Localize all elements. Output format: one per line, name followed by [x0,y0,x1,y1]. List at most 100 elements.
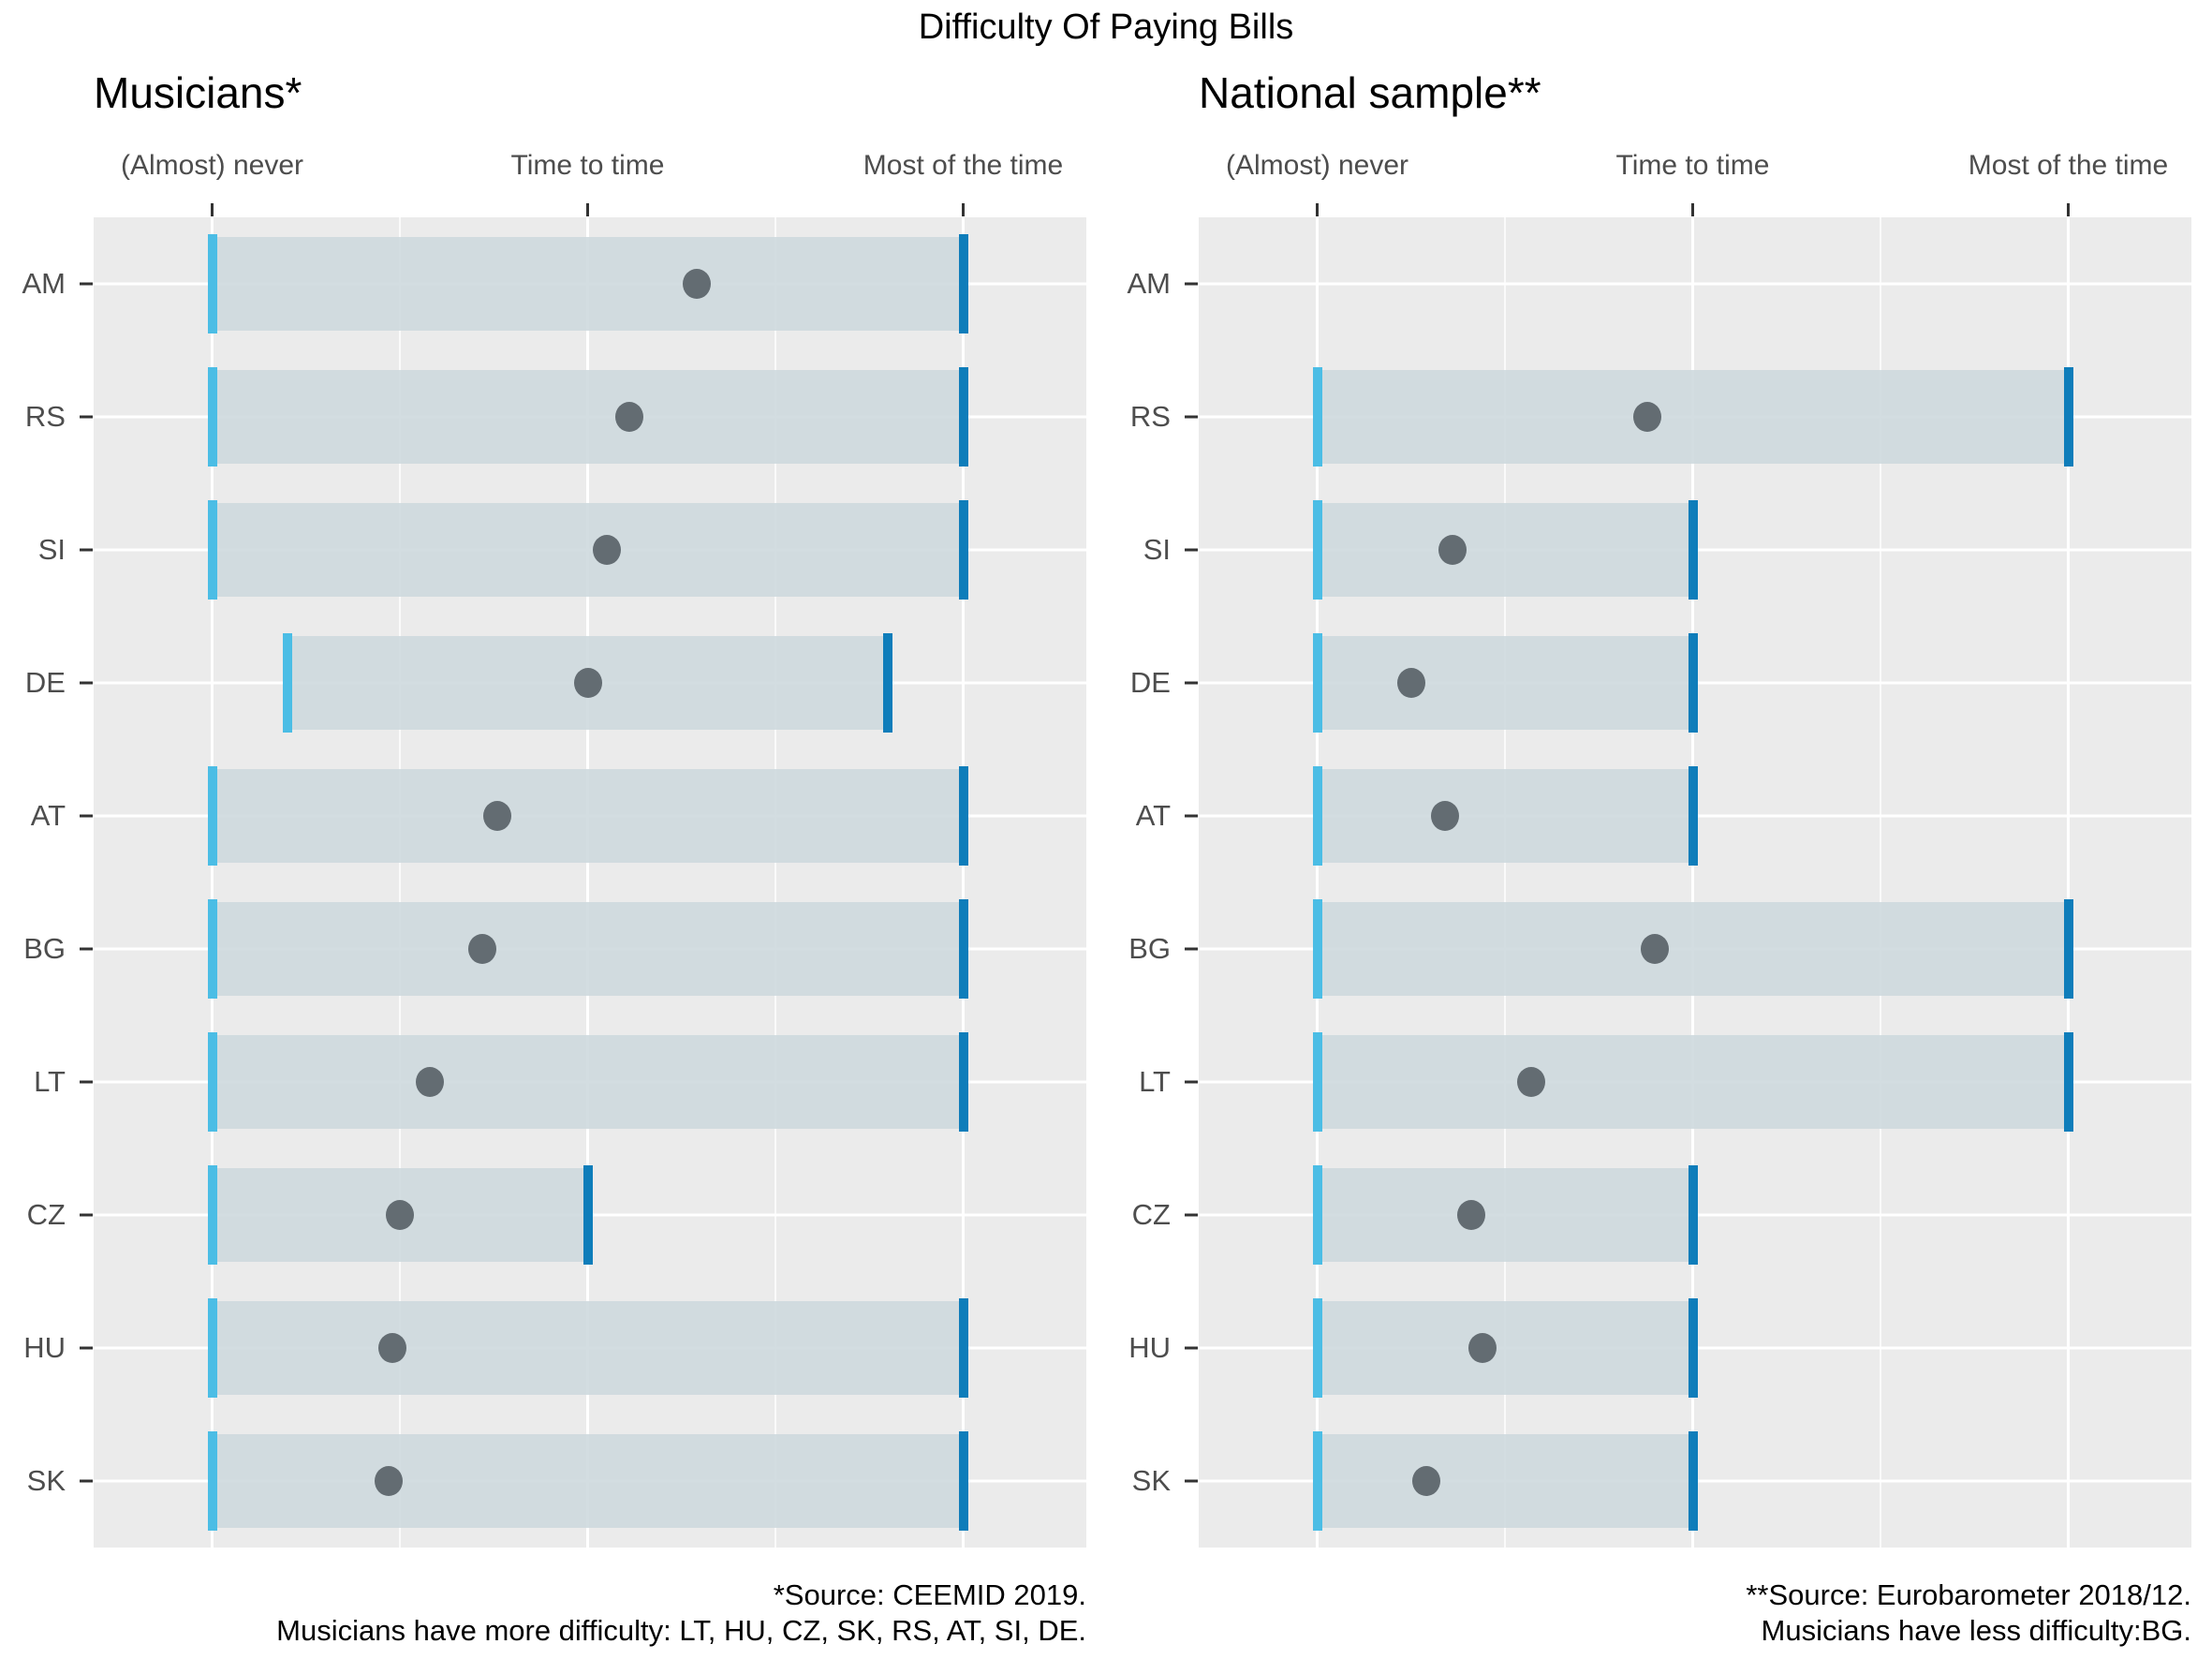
vertical-gridline-major [1691,217,1694,1548]
range-band-AM [212,237,964,331]
y-axis-label-AT: AT [30,799,66,832]
y-axis-tick [80,415,93,419]
y-axis-tick [1185,681,1198,685]
range-end-tick-CZ [582,1165,593,1265]
y-axis-tick [80,814,93,818]
y-axis-label-BG: BG [23,932,66,965]
range-band-AT [1317,769,1693,863]
range-band-HU [212,1301,964,1395]
range-band-DE [1317,636,1693,730]
range-start-tick-SI [207,500,217,600]
mean-dot-AT [483,801,512,831]
range-band-SI [212,503,964,597]
y-axis-tick [80,1213,93,1217]
y-axis-tick [1185,947,1198,951]
musicians-plot-area: (Almost) never Time to time Most of the ti… [22,150,1086,1548]
mean-dot-DE [1396,668,1425,698]
x-axis-label: (Almost) never [1225,150,1409,181]
range-band-LT [1317,1035,2069,1129]
range-start-tick-AT [1312,766,1322,866]
range-end-tick-AT [1688,766,1698,866]
y-axis-tick [80,1080,93,1084]
x-axis-tick [1691,203,1694,216]
national-sample-note-line: Musicians have less difficulty:BG. [1761,1614,2191,1647]
musicians-source-line: *Source: CEEMID 2019. [773,1578,1086,1611]
national-sample-plot-area: (Almost) never Time to time Most of the ti… [1128,150,2191,1548]
mean-dot-DE [573,668,602,698]
y-axis-tick [1185,415,1198,419]
mean-dot-CZ [386,1200,414,1230]
range-end-tick-AT [958,766,968,866]
horizontal-gridline [1199,282,2191,286]
range-start-tick-BG [207,899,217,999]
y-axis-label-AM: AM [1127,267,1172,300]
range-end-tick-CZ [1688,1165,1698,1265]
x-axis-label: Most of the time [863,150,1064,181]
national-sample-source-line: **Source: Eurobarometer 2018/12. [1746,1578,2191,1611]
y-axis-tick [80,681,93,685]
range-start-tick-LT [207,1032,217,1132]
y-axis-tick [1185,548,1198,552]
range-end-tick-RS [958,367,968,467]
musicians-note-line: Musicians have more difficulty: LT, HU, … [276,1614,1086,1647]
range-band-SI [1317,503,1693,597]
chart-title: Difficulty Of Paying Bills [918,7,1294,47]
musicians-footnote: *Source: CEEMID 2019. Musicians have mor… [94,1578,1086,1649]
national-sample-footnote: **Source: Eurobarometer 2018/12. Musicia… [1199,1578,2191,1649]
range-start-tick-AT [207,766,217,866]
panel-title-musicians: Musicians* [94,68,302,117]
mean-dot-LT [416,1067,445,1097]
range-start-tick-RS [207,367,217,467]
y-axis-label-HU: HU [23,1331,66,1364]
y-axis-label-LT: LT [1139,1065,1171,1098]
x-axis-label: Time to time [510,150,665,181]
y-axis-tick [1185,1479,1198,1483]
y-axis-label-DE: DE [1129,666,1171,699]
range-end-tick-SK [1688,1431,1698,1531]
y-axis-tick [1185,1080,1198,1084]
range-band-CZ [1317,1168,1693,1262]
range-start-tick-DE [282,633,292,733]
range-start-tick-BG [1312,899,1322,999]
y-axis-tick [80,282,93,286]
mean-dot-CZ [1456,1200,1485,1230]
x-axis-tick [2067,203,2070,216]
range-end-tick-LT [2063,1032,2073,1132]
vertical-gridline-major [586,217,589,1548]
mean-dot-BG [1641,934,1670,964]
range-end-tick-SI [1688,500,1698,600]
range-start-tick-HU [207,1298,217,1398]
x-axis-tick [962,203,965,216]
y-axis-tick [80,548,93,552]
y-axis-label-SK: SK [26,1464,66,1497]
y-axis-label-RS: RS [1129,400,1171,433]
mean-dot-AM [682,269,711,299]
mean-dot-HU [1467,1333,1497,1363]
mean-dot-RS [1633,402,1662,432]
vertical-gridline-major [211,217,214,1548]
vertical-gridline-minor [399,217,401,1548]
mean-dot-SK [374,1466,403,1496]
y-axis-tick [1185,1213,1198,1217]
range-end-tick-AM [958,234,968,333]
vertical-gridline-major [1316,217,1319,1548]
y-axis-tick [80,1479,93,1483]
range-end-tick-HU [958,1298,968,1398]
panel-title-national-sample: National sample** [1199,68,1541,117]
x-axis-tick [1316,203,1319,216]
y-axis-label-SI: SI [1143,533,1171,566]
range-start-tick-RS [1312,367,1322,467]
x-axis-tick [586,203,589,216]
vertical-gridline-minor [774,217,776,1548]
y-axis-label-AT: AT [1135,799,1171,832]
range-start-tick-CZ [1312,1165,1322,1265]
range-end-tick-LT [958,1032,968,1132]
y-axis-tick [80,1346,93,1350]
x-axis-label: (Almost) never [120,150,304,181]
y-axis-tick [80,947,93,951]
range-end-tick-HU [1688,1298,1698,1398]
range-start-tick-HU [1312,1298,1322,1398]
range-start-tick-SK [207,1431,217,1531]
range-start-tick-LT [1312,1032,1322,1132]
range-end-tick-DE [1688,633,1698,733]
